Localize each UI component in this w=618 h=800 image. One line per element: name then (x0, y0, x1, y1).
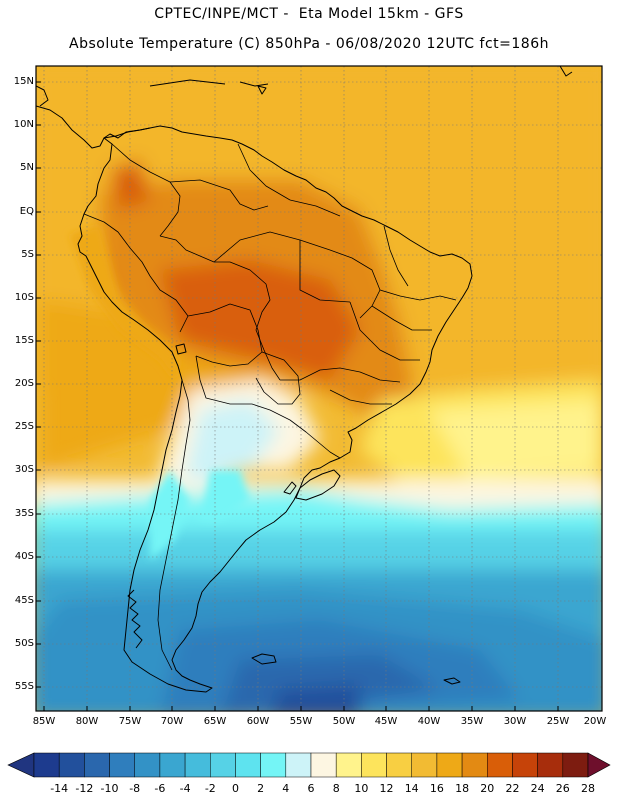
lat-label-eq: EQ (19, 206, 34, 217)
temperature-field (36, 66, 602, 711)
coastlines (36, 66, 573, 693)
political-borders (83, 143, 457, 671)
colorbar-label: -6 (154, 782, 166, 795)
colorbar-label: 14 (404, 782, 419, 795)
lon-label-80w: 80W (75, 716, 99, 727)
colorbar-swatch (184, 752, 211, 778)
colorbar-under-arrow (7, 752, 35, 778)
colorbar-label: 22 (505, 782, 520, 795)
colorbar-swatch (411, 752, 438, 778)
colorbar-swatch (335, 752, 362, 778)
lon-label-50w: 50W (332, 716, 356, 727)
title-line-2: Absolute Temperature (C) 850hPa - 06/08/… (69, 36, 549, 52)
map-frame (35, 65, 603, 712)
colorbar-label: 6 (307, 782, 315, 795)
colorbar (7, 752, 611, 778)
lat-label-45s: 45S (14, 595, 34, 606)
colorbar-label: 10 (354, 782, 369, 795)
colorbar-label: -4 (179, 782, 191, 795)
lat-label-20s: 20S (14, 378, 34, 389)
lon-label-40w: 40W (417, 716, 441, 727)
colorbar-over-arrow (587, 752, 611, 778)
lat-label-5n: 5N (20, 162, 34, 173)
colorbar-label: 28 (581, 782, 595, 795)
colorbar-swatch (386, 752, 412, 778)
colorbar-swatch (109, 752, 135, 778)
colorbar-label: -14 (50, 782, 69, 795)
colorbar-swatch (361, 752, 387, 778)
colorbar-label: -8 (129, 782, 141, 795)
colorbar-label: 18 (455, 782, 470, 795)
lat-label-15n: 15N (13, 76, 34, 87)
colorbar-label: -2 (204, 782, 216, 795)
lat-label-15s: 15S (14, 335, 34, 346)
colorbar-label: 0 (232, 782, 239, 795)
lat-label-5s: 5S (21, 249, 34, 260)
lon-label-70w: 70W (160, 716, 184, 727)
colorbar-swatch (537, 752, 564, 778)
colorbar-swatch (235, 752, 261, 778)
lat-label-30s: 30S (14, 464, 34, 475)
colorbar-swatch (260, 752, 287, 778)
colorbar-swatch (58, 752, 85, 778)
lon-label-35w: 35W (460, 716, 484, 727)
lon-label-25w: 25W (546, 716, 570, 727)
colorbar-swatch (134, 752, 161, 778)
colorbar-label: -10 (100, 782, 119, 795)
colorbar-swatch (436, 752, 463, 778)
lat-label-55s: 55S (14, 681, 34, 692)
colorbar-swatch (461, 752, 488, 778)
graticule (36, 66, 602, 711)
colorbar-swatch (210, 752, 236, 778)
lon-label-20w: 20W (583, 716, 607, 727)
colorbar-swatch (310, 752, 337, 778)
lat-label-50s: 50S (14, 638, 34, 649)
lon-label-85w: 85W (32, 716, 56, 727)
lat-label-10n: 10N (13, 119, 34, 130)
lon-label-60w: 60W (246, 716, 270, 727)
colorbar-swatch (487, 752, 513, 778)
lat-label-40s: 40S (14, 551, 34, 562)
colorbar-swatch (159, 752, 186, 778)
lon-label-55w: 55W (289, 716, 313, 727)
lon-label-65w: 65W (203, 716, 227, 727)
colorbar-swatch (33, 752, 60, 778)
colorbar-swatch (512, 752, 538, 778)
lon-label-45w: 45W (374, 716, 398, 727)
colorbar-label: 4 (282, 782, 290, 795)
colorbar-label: -12 (75, 782, 94, 795)
colorbar-label: 16 (429, 782, 444, 795)
colorbar-swatch (285, 752, 312, 778)
lon-label-75w: 75W (118, 716, 142, 727)
colorbar-swatch (84, 752, 110, 778)
lat-label-35s: 35S (14, 508, 34, 519)
colorbar-label: 20 (480, 782, 495, 795)
colorbar-label: 2 (257, 782, 265, 795)
colorbar-label: 12 (379, 782, 394, 795)
colorbar-label: 24 (530, 782, 545, 795)
colorbar-swatch (562, 752, 589, 778)
title-line-1: CPTEC/INPE/MCT - Eta Model 15km - GFS (154, 6, 464, 22)
colorbar-label: 26 (555, 782, 570, 795)
colorbar-label: 8 (332, 782, 340, 795)
lat-label-10s: 10S (14, 292, 34, 303)
lat-label-25s: 25S (14, 421, 34, 432)
axis-ticks (36, 81, 559, 711)
lon-label-30w: 30W (503, 716, 527, 727)
